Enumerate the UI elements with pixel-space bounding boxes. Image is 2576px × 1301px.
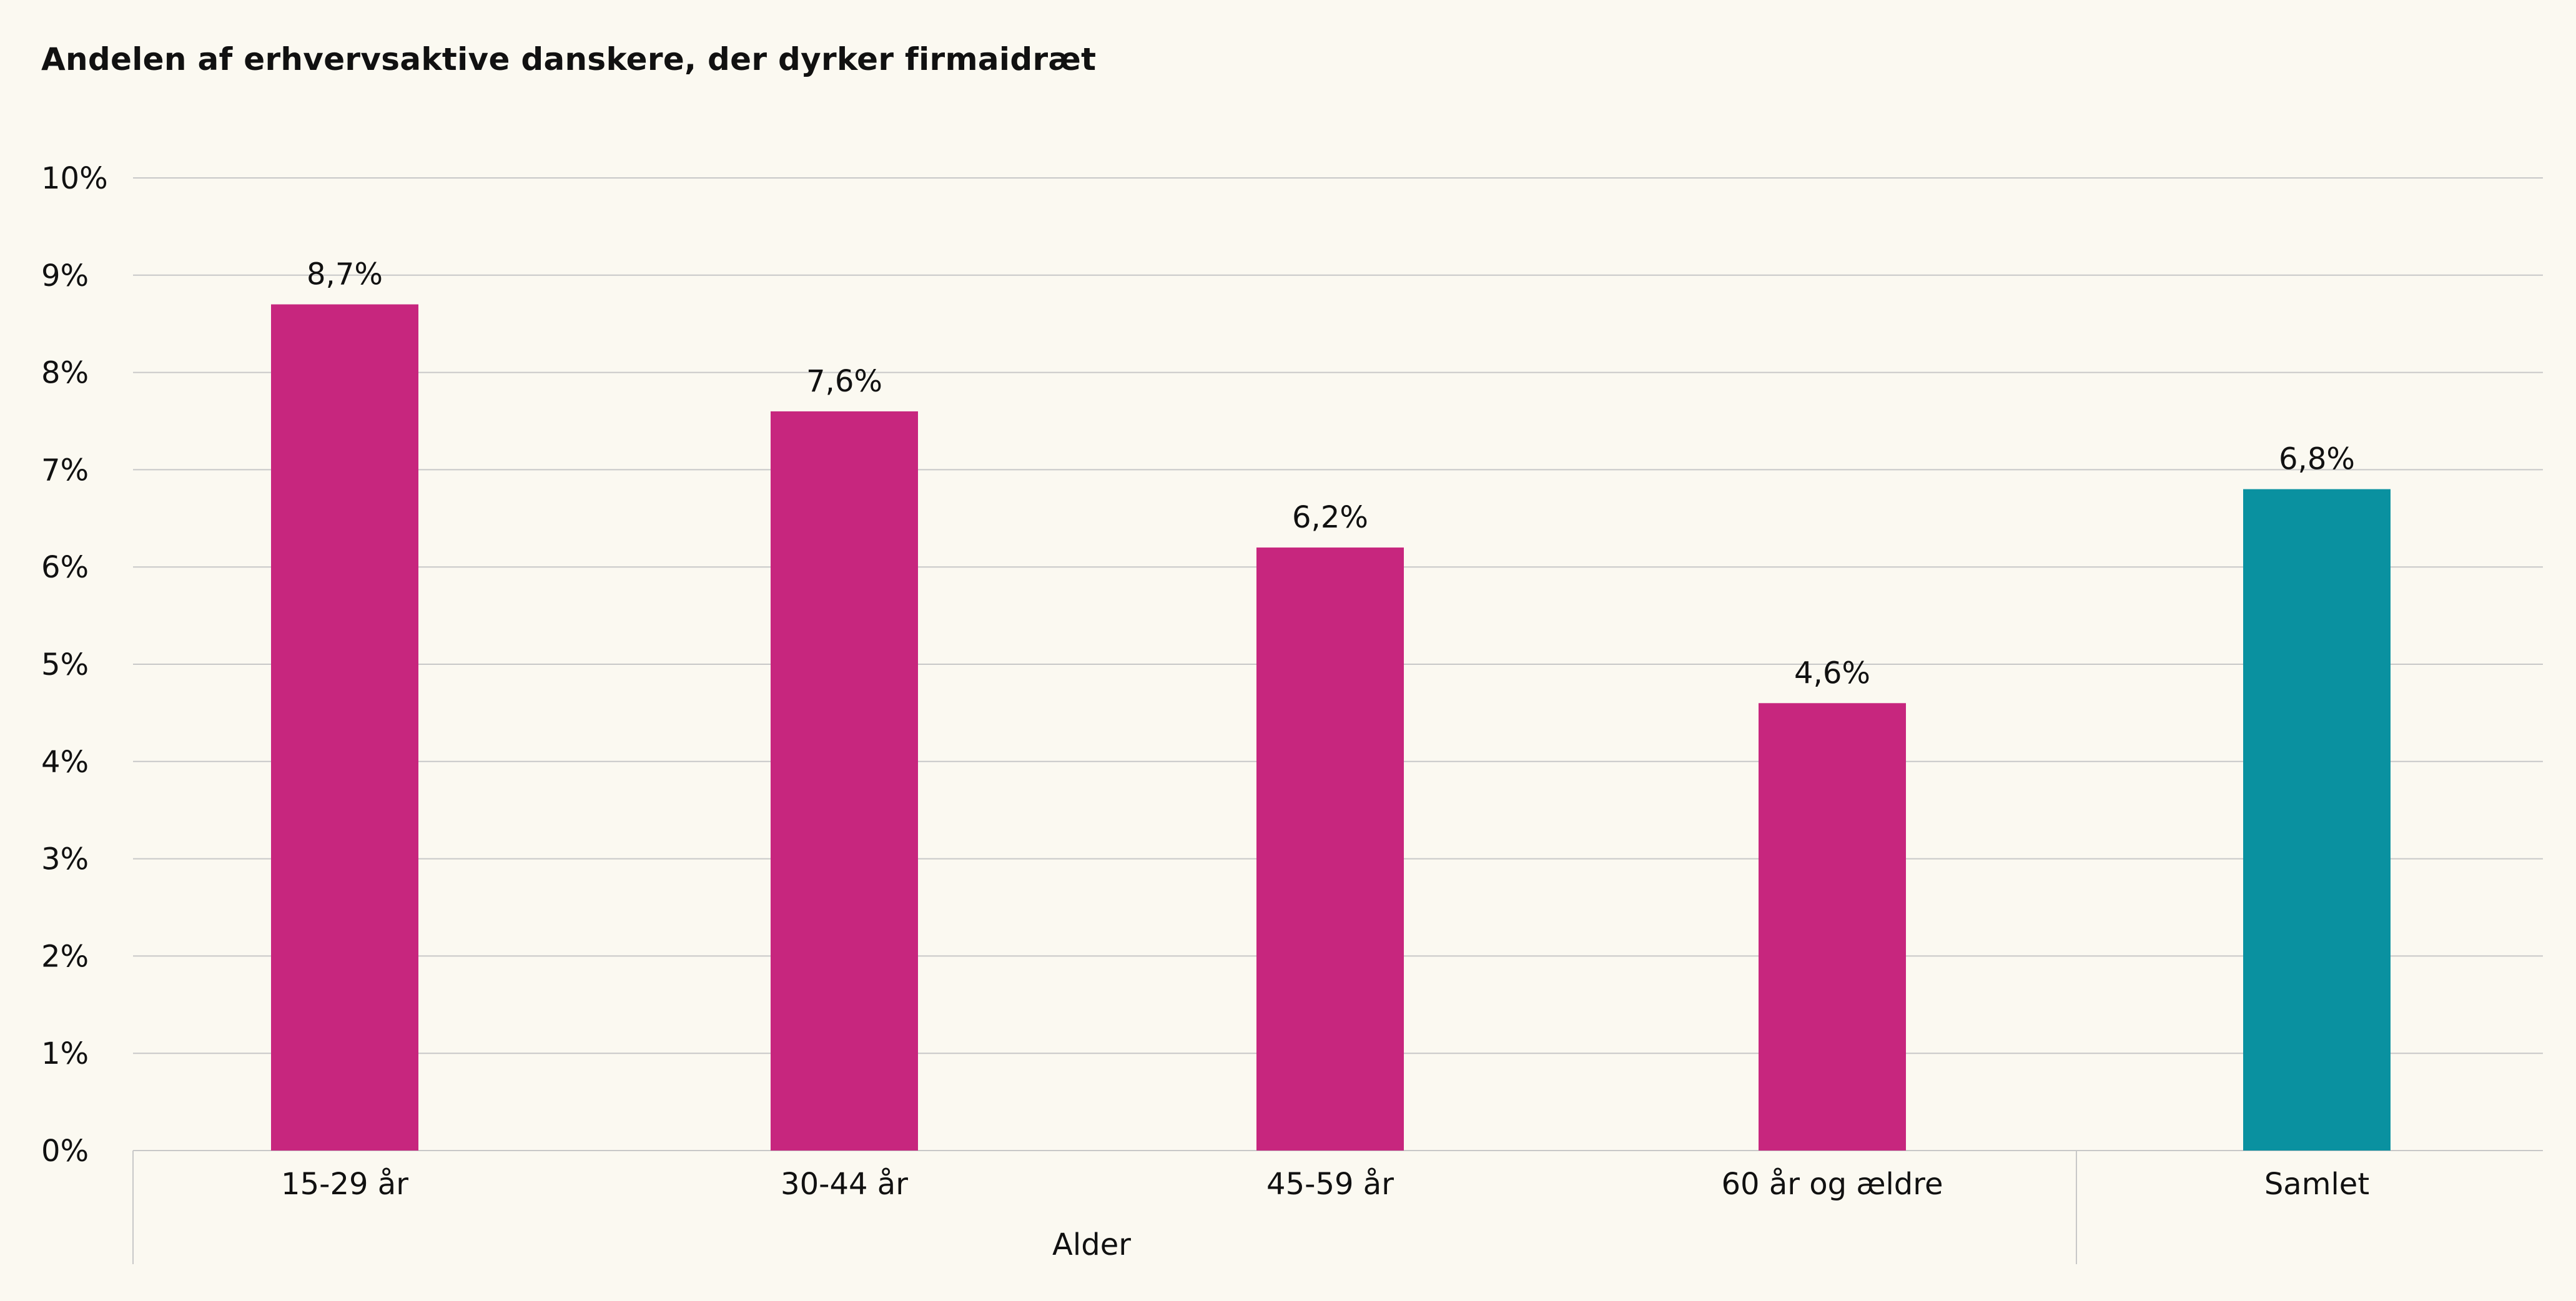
y-tick-label: 7% [41, 453, 89, 488]
value-label: 4,6% [1794, 655, 1870, 690]
bar [2243, 489, 2391, 1151]
x-tick-label: 45-59 år [1266, 1167, 1394, 1202]
y-tick-label: 5% [41, 647, 89, 682]
chart-title: Andelen af erhvervsaktive danskere, der … [41, 41, 1097, 77]
value-label: 6,8% [2279, 442, 2355, 477]
bar [1759, 703, 1906, 1151]
y-tick-label: 3% [41, 842, 89, 877]
y-axis-ticks: 0% 1% 2% 3% 4% 5% 6% 7% 8% 9% 10% [41, 161, 108, 1169]
x-axis-groups: Alder [132, 1151, 2077, 1264]
value-label: 8,7% [307, 257, 383, 292]
bars [271, 304, 2391, 1151]
x-tick-label: 60 år og ældre [1722, 1167, 1943, 1202]
bar [271, 304, 418, 1151]
bar [1256, 547, 1404, 1151]
x-axis-categories: 15-29 år 30-44 år 45-59 år 60 år og ældre Sa… [281, 1167, 2369, 1202]
x-tick-label: Samlet [2264, 1167, 2369, 1202]
y-tick-label: 4% [41, 745, 89, 780]
y-tick-label: 6% [41, 550, 89, 585]
y-tick-label: 9% [41, 258, 89, 293]
y-tick-label: 2% [41, 939, 89, 974]
value-label: 7,6% [806, 364, 882, 399]
x-tick-label: 30-44 år [781, 1167, 908, 1202]
group-label: Alder [1052, 1227, 1131, 1262]
x-tick-label: 15-29 år [281, 1167, 408, 1202]
y-tick-label: 10% [41, 161, 108, 196]
value-label: 6,2% [1292, 500, 1368, 535]
y-tick-label: 8% [41, 356, 89, 391]
y-tick-label: 0% [41, 1134, 89, 1169]
value-labels: 8,7% 7,6% 6,2% 4,6% 6,8% [307, 257, 2355, 691]
y-tick-label: 1% [41, 1036, 89, 1071]
bar [771, 411, 918, 1151]
